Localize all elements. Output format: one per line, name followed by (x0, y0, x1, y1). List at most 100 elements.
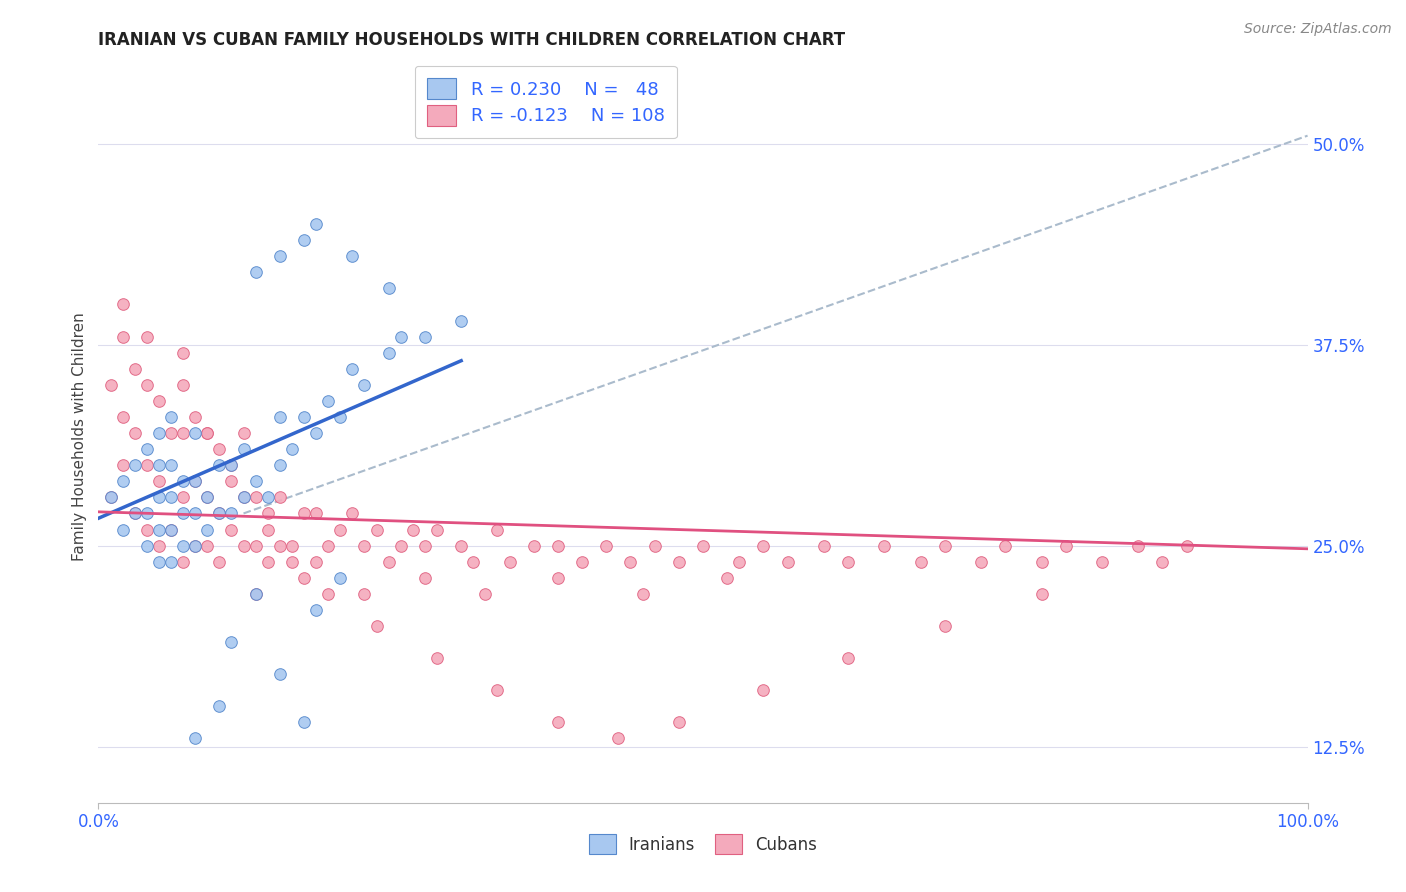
Point (172, 507, 194, 521)
Point (245, 491, 267, 505)
Point (124, 507, 146, 521)
Point (426, 523, 449, 537)
Point (377, 345, 399, 359)
Point (547, 715, 569, 730)
Point (232, 491, 254, 505)
Point (389, 329, 412, 343)
Point (184, 731, 207, 746)
Point (135, 458, 157, 473)
Point (305, 507, 328, 521)
Point (752, 683, 775, 698)
Point (221, 475, 243, 489)
Point (486, 523, 509, 537)
Point (366, 619, 388, 633)
Point (221, 523, 243, 537)
Point (910, 555, 932, 569)
Point (172, 345, 194, 359)
Point (124, 507, 146, 521)
Point (281, 539, 304, 553)
Point (195, 491, 218, 505)
Point (111, 523, 134, 537)
Point (474, 587, 496, 601)
Point (413, 329, 436, 343)
Point (547, 539, 569, 553)
Point (316, 393, 339, 408)
Point (148, 458, 170, 473)
Point (148, 555, 170, 569)
Point (377, 555, 399, 569)
Point (245, 587, 267, 601)
Point (353, 587, 375, 601)
Point (184, 475, 207, 489)
Point (160, 491, 183, 505)
Point (172, 555, 194, 569)
Point (195, 523, 218, 537)
Point (111, 329, 134, 343)
Point (124, 361, 146, 376)
Point (256, 507, 278, 521)
Point (184, 539, 207, 553)
Point (873, 539, 896, 553)
Point (269, 249, 291, 263)
Point (523, 539, 546, 553)
Point (208, 699, 231, 714)
Point (135, 507, 157, 521)
Point (172, 377, 194, 392)
Point (148, 393, 170, 408)
Point (184, 425, 207, 440)
Point (208, 507, 231, 521)
Point (970, 555, 993, 569)
Point (1128, 539, 1150, 553)
Point (644, 539, 666, 553)
Point (148, 523, 170, 537)
Point (1031, 555, 1053, 569)
Point (292, 715, 315, 730)
Point (329, 523, 352, 537)
Point (498, 555, 520, 569)
Point (377, 281, 399, 295)
Point (195, 425, 218, 440)
Point (934, 619, 956, 633)
Point (195, 425, 218, 440)
Point (486, 683, 509, 698)
Point (269, 539, 291, 553)
Point (135, 329, 157, 343)
Point (208, 458, 231, 473)
Text: Source: ZipAtlas.com: Source: ZipAtlas.com (1244, 22, 1392, 37)
Point (413, 539, 436, 553)
Point (195, 491, 218, 505)
Point (100, 491, 122, 505)
Point (595, 539, 617, 553)
Point (463, 555, 485, 569)
Point (316, 539, 339, 553)
Point (837, 555, 859, 569)
Point (426, 651, 449, 665)
Point (135, 539, 157, 553)
Text: IRANIAN VS CUBAN FAMILY HOUSEHOLDS WITH CHILDREN CORRELATION CHART: IRANIAN VS CUBAN FAMILY HOUSEHOLDS WITH … (98, 31, 845, 49)
Point (1175, 539, 1198, 553)
Point (281, 555, 304, 569)
Point (269, 491, 291, 505)
Point (1091, 555, 1114, 569)
Point (269, 409, 291, 424)
Point (292, 571, 315, 585)
Point (353, 539, 375, 553)
Point (342, 361, 364, 376)
Y-axis label: Family Households with Children: Family Households with Children (72, 313, 87, 561)
Point (547, 571, 569, 585)
Point (160, 523, 183, 537)
Point (305, 555, 328, 569)
Point (232, 491, 254, 505)
Point (160, 425, 183, 440)
Point (172, 491, 194, 505)
Point (232, 539, 254, 553)
Point (172, 539, 194, 553)
Point (256, 523, 278, 537)
Point (184, 475, 207, 489)
Point (1152, 555, 1174, 569)
Point (245, 587, 267, 601)
Point (148, 491, 170, 505)
Point (221, 507, 243, 521)
Point (245, 265, 267, 279)
Point (450, 313, 472, 327)
